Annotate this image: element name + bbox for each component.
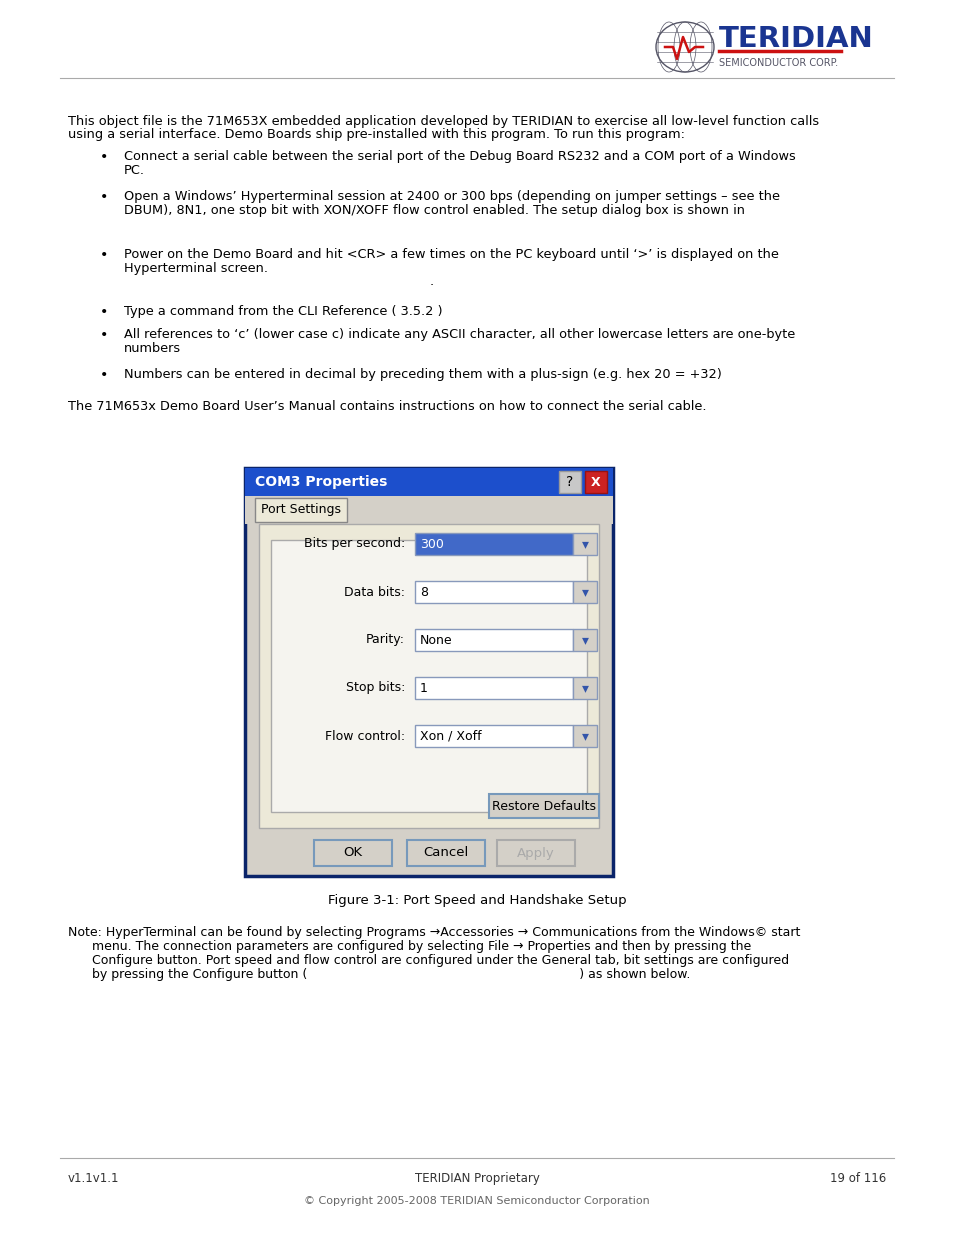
Text: X: X: [591, 475, 600, 489]
Text: COM3 Properties: COM3 Properties: [254, 475, 387, 489]
Text: Data bits:: Data bits:: [344, 585, 405, 599]
FancyBboxPatch shape: [254, 498, 347, 522]
Text: Restore Defaults: Restore Defaults: [492, 799, 596, 813]
Bar: [573, 725, 597, 747]
Text: None: None: [419, 634, 452, 646]
Text: Power on the Demo Board and hit <CR> a few times on the PC keyboard until ‘>’ is: Power on the Demo Board and hit <CR> a f…: [124, 248, 778, 261]
Text: TERIDIAN: TERIDIAN: [719, 25, 873, 53]
Text: ▾: ▾: [581, 680, 588, 695]
Text: •: •: [100, 305, 108, 319]
Text: v1.1v1.1: v1.1v1.1: [68, 1172, 119, 1186]
Bar: [573, 629, 597, 651]
Text: Apply: Apply: [517, 846, 555, 860]
Text: menu. The connection parameters are configured by selecting File → Properties an: menu. The connection parameters are conf…: [68, 940, 750, 953]
Text: Configure button. Port speed and flow control are configured under the General t: Configure button. Port speed and flow co…: [68, 953, 788, 967]
Bar: [573, 677, 597, 699]
Bar: [558, 471, 580, 493]
FancyBboxPatch shape: [407, 840, 484, 866]
Text: •: •: [100, 248, 108, 262]
Text: Flow control:: Flow control:: [325, 730, 405, 742]
Text: Connect a serial cable between the serial port of the Debug Board RS232 and a CO: Connect a serial cable between the seria…: [124, 149, 795, 163]
Bar: [573, 534, 597, 555]
Text: ▾: ▾: [581, 537, 588, 551]
Text: Figure 3-1: Port Speed and Handshake Setup: Figure 3-1: Port Speed and Handshake Set…: [327, 894, 626, 906]
Text: TERIDIAN Proprietary: TERIDIAN Proprietary: [415, 1172, 538, 1186]
Bar: [415, 677, 573, 699]
Text: PC.: PC.: [124, 164, 145, 177]
Text: •: •: [100, 368, 108, 382]
Text: Bits per second:: Bits per second:: [303, 537, 405, 551]
Bar: [415, 725, 573, 747]
Text: •: •: [100, 149, 108, 164]
Text: •: •: [100, 329, 108, 342]
FancyBboxPatch shape: [314, 840, 392, 866]
Text: This object file is the 71M653X embedded application developed by TERIDIAN to ex: This object file is the 71M653X embedded…: [68, 115, 819, 128]
Text: Xon / Xoff: Xon / Xoff: [419, 730, 481, 742]
Text: 8: 8: [419, 585, 428, 599]
Bar: [245, 496, 613, 524]
Text: The 71M653x Demo Board User’s Manual contains instructions on how to connect the: The 71M653x Demo Board User’s Manual con…: [68, 400, 706, 412]
Text: ?: ?: [566, 475, 573, 489]
Text: SEMICONDUCTOR CORP.: SEMICONDUCTOR CORP.: [719, 58, 838, 68]
Text: Type a command from the CLI Reference ( 3.5.2 ): Type a command from the CLI Reference ( …: [124, 305, 442, 317]
Bar: [271, 540, 586, 811]
Text: ▾: ▾: [581, 585, 588, 599]
Text: Port Settings: Port Settings: [261, 504, 340, 516]
Bar: [415, 580, 573, 603]
Text: DBUM), 8N1, one stop bit with XON/XOFF flow control enabled. The setup dialog bo: DBUM), 8N1, one stop bit with XON/XOFF f…: [124, 204, 744, 217]
Text: Numbers can be entered in decimal by preceding them with a plus-sign (e.g. hex 2: Numbers can be entered in decimal by pre…: [124, 368, 721, 382]
Bar: [245, 468, 613, 876]
FancyBboxPatch shape: [489, 794, 598, 818]
Text: OK: OK: [343, 846, 362, 860]
Bar: [584, 471, 606, 493]
Bar: [245, 468, 613, 496]
Text: •: •: [100, 190, 108, 204]
Text: ▾: ▾: [581, 729, 588, 743]
Text: 1: 1: [419, 682, 428, 694]
Text: numbers: numbers: [124, 342, 181, 354]
Bar: [573, 580, 597, 603]
Text: by pressing the Configure button (                                              : by pressing the Configure button (: [68, 968, 690, 981]
FancyBboxPatch shape: [497, 840, 575, 866]
Text: Parity:: Parity:: [366, 634, 405, 646]
Text: Open a Windows’ Hyperterminal session at 2400 or 300 bps (depending on jumper se: Open a Windows’ Hyperterminal session at…: [124, 190, 780, 203]
Text: using a serial interface. Demo Boards ship pre-installed with this program. To r: using a serial interface. Demo Boards sh…: [68, 128, 684, 141]
Text: All references to ‘c’ (lower case c) indicate any ASCII character, all other low: All references to ‘c’ (lower case c) ind…: [124, 329, 795, 341]
Text: 300: 300: [419, 537, 443, 551]
Bar: [415, 534, 573, 555]
Text: .: .: [430, 275, 434, 288]
Text: Cancel: Cancel: [423, 846, 468, 860]
Text: © Copyright 2005-2008 TERIDIAN Semiconductor Corporation: © Copyright 2005-2008 TERIDIAN Semicondu…: [304, 1195, 649, 1207]
Bar: [258, 524, 598, 827]
Text: Hyperterminal screen.: Hyperterminal screen.: [124, 262, 268, 275]
Text: Note: HyperTerminal can be found by selecting Programs →Accessories → Communicat: Note: HyperTerminal can be found by sele…: [68, 926, 800, 939]
Text: ▾: ▾: [581, 634, 588, 647]
Text: 19 of 116: 19 of 116: [829, 1172, 885, 1186]
Text: Stop bits:: Stop bits:: [345, 682, 405, 694]
Bar: [415, 629, 573, 651]
